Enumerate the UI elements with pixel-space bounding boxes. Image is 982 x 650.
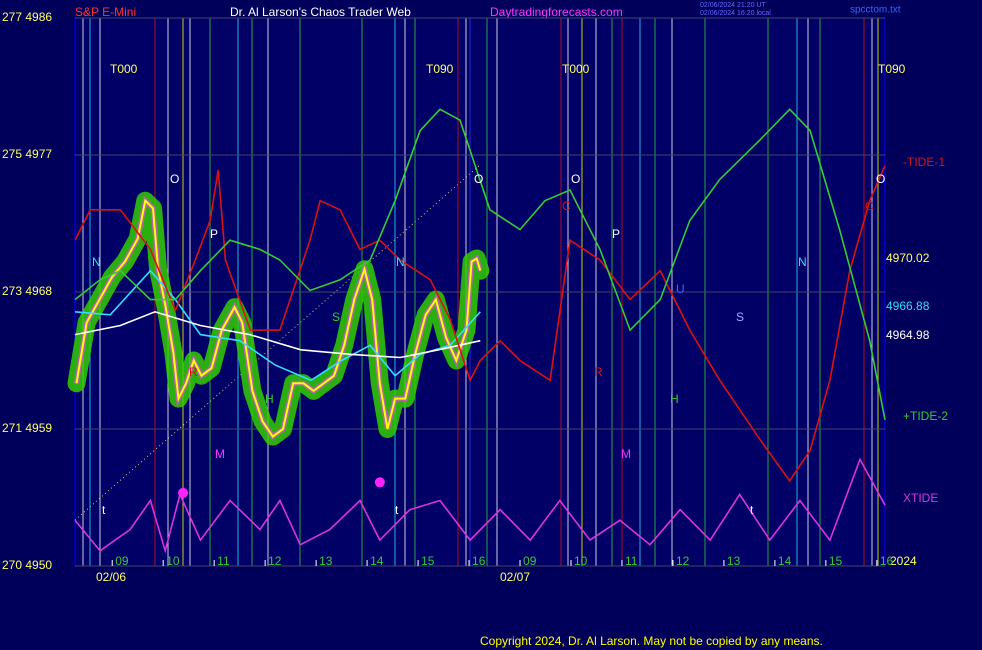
annotation: T090 [426,62,454,76]
annotation: t [102,503,106,517]
annotation: N [798,255,807,269]
annotation: R [189,365,198,379]
x-tick-label: 09 [115,554,129,568]
site: Daytradingforecasts.com [490,5,623,19]
y-tick-label: 277 4986 [2,10,52,24]
annotation: T000 [562,62,590,76]
title: Dr. Al Larson's Chaos Trader Web [230,5,411,19]
annotation: M [621,447,631,461]
copyright: Copyright 2024, Dr. Al Larson. May not b… [480,634,823,648]
annotation: R [594,365,603,379]
stamp: 02/06/2024 21:20 UT [700,2,766,9]
x-tick-label: 16 [880,554,894,568]
x-tick-label: 09 [523,554,537,568]
series-line [74,108,886,421]
file-name: spcctom.txt [850,5,901,16]
annotation: M [215,447,225,461]
x-tick-label: 10 [166,554,180,568]
x-tick-label: 12 [268,554,282,568]
annotation: t [750,503,754,517]
x-tick-label: 13 [727,554,741,568]
year: 2024 [890,554,917,568]
y-tick-label: 275 4977 [2,147,52,161]
x-tick-label: 16 [472,554,486,568]
annotation: P [210,227,218,241]
annotation: O [170,172,179,186]
x-tick-label: 14 [370,554,384,568]
annotation: U [676,282,685,296]
end-label: 4970.02 [886,251,930,265]
annotation: P [612,227,620,241]
y-tick-label: 271 4959 [2,421,52,435]
trend-line [74,164,481,521]
end-label: 4964.98 [886,328,930,342]
annotation: H [670,392,679,406]
series-line [74,165,886,483]
annotation: N [396,255,405,269]
annotation: S [736,310,744,324]
annotation: O [876,172,885,186]
pivot [374,477,385,488]
end-label: 4966.88 [886,299,930,313]
date-label: 02/06 [96,570,126,584]
series-line [75,198,482,439]
series-line [74,269,481,382]
x-tick-label: 15 [421,554,435,568]
x-tick-label: 15 [829,554,843,568]
legend-label: XTIDE [903,491,938,505]
x-tick-label: 10 [574,554,588,568]
instrument: S&P E-Mini [75,5,136,19]
y-tick-label: 273 4968 [2,284,52,298]
annotation: N [92,255,101,269]
x-tick-label: 11 [217,554,230,568]
x-tick-label: 11 [625,554,638,568]
annotation: H [265,392,274,406]
annotation: S [332,310,340,324]
y-tick-label: 270 4950 [2,558,52,572]
x-tick-label: 13 [319,554,333,568]
annotation: O [571,172,580,186]
annotation: C [562,199,571,213]
x-tick-label: 12 [676,554,690,568]
date-label: 02/07 [500,570,530,584]
annotation: C [865,199,874,213]
annotation: t [395,503,399,517]
annotation: O [474,172,483,186]
annotation: T090 [878,62,906,76]
legend-label: +TIDE-2 [903,409,948,423]
pivot [178,487,189,498]
x-tick-label: 14 [778,554,792,568]
stamp: 02/06/2024 16:20 local [700,10,771,17]
annotation: T000 [110,62,138,76]
legend-label: -TIDE-1 [903,155,945,169]
series-line [74,310,481,359]
